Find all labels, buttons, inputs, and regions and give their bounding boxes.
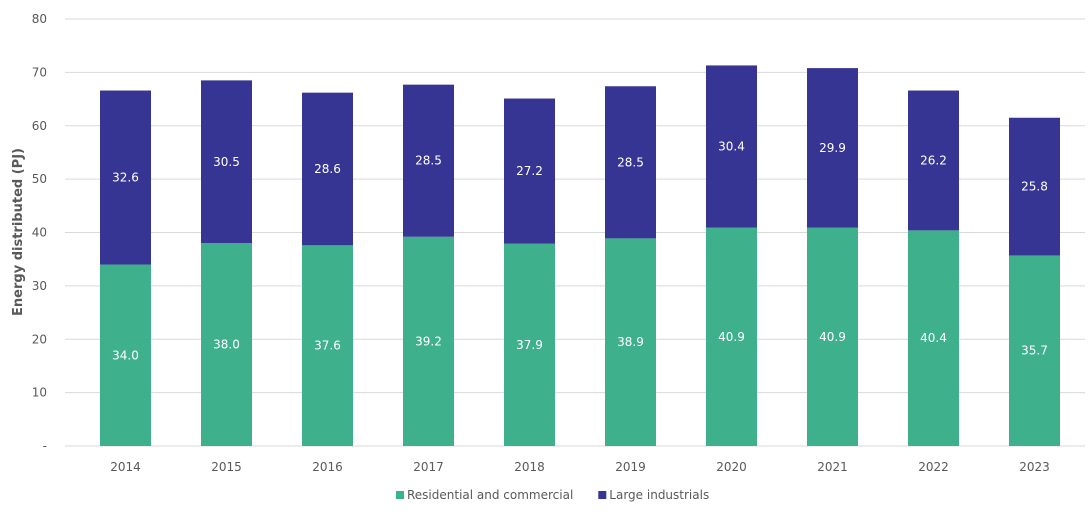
x-tick-label: 2014 [110, 460, 141, 474]
bar-segment [403, 236, 454, 446]
bar-segment [605, 238, 656, 446]
bars [100, 65, 1060, 446]
x-tick-label: 2015 [211, 460, 242, 474]
bar-segment [908, 230, 959, 446]
bar-segment [605, 86, 656, 239]
bar-segment [100, 90, 151, 265]
data-label: 28.5 [415, 154, 442, 168]
y-tick-label: 80 [32, 12, 47, 26]
data-label: 29.9 [819, 141, 846, 155]
y-axis-ticks: - 10 20 30 40 50 60 70 80 [32, 12, 47, 453]
bar-segment [807, 227, 858, 446]
bar-segment [201, 243, 252, 446]
bar-segment [302, 245, 353, 446]
bar-segment [908, 90, 959, 231]
y-tick-label: - [43, 439, 47, 453]
data-label: 37.6 [314, 339, 341, 353]
x-tick-label: 2021 [817, 460, 848, 474]
y-tick-label: 20 [32, 332, 47, 346]
y-tick-label: 50 [32, 172, 47, 186]
legend-swatch [598, 491, 607, 499]
x-tick-label: 2018 [514, 460, 545, 474]
y-tick-label: 70 [32, 65, 47, 79]
bar-segment [504, 243, 555, 446]
data-label: 26.2 [920, 153, 947, 167]
legend: Residential and commercial Large industri… [396, 488, 709, 502]
data-label: 40.4 [920, 331, 947, 345]
bar-segment [100, 264, 151, 446]
data-label: 28.6 [314, 162, 341, 176]
data-label: 28.5 [617, 155, 644, 169]
bar-segment [1009, 117, 1060, 256]
y-tick-label: 40 [32, 226, 47, 240]
data-label: 27.2 [516, 164, 543, 178]
x-tick-label: 2016 [312, 460, 343, 474]
data-label: 38.9 [617, 335, 644, 349]
data-label: 38.0 [213, 338, 240, 352]
bar-segment [1009, 255, 1060, 446]
data-label: 25.8 [1021, 180, 1048, 194]
y-axis-title: Energy distributed (PJ) [11, 148, 26, 316]
bar-segment [807, 68, 858, 228]
data-label: 39.2 [415, 334, 442, 348]
x-tick-label: 2017 [413, 460, 444, 474]
x-tick-label: 2020 [716, 460, 747, 474]
bar-segment [706, 65, 757, 228]
data-labels: 34.0 32.6 38.0 30.5 37.6 28.6 39.2 28.5 37.9 27.2… [112, 140, 1048, 363]
bar-segment [504, 98, 555, 244]
legend-label: Large industrials [609, 488, 709, 502]
x-tick-label: 2022 [918, 460, 949, 474]
data-label: 34.0 [112, 348, 139, 362]
bar-segment [706, 227, 757, 446]
y-tick-label: 10 [32, 386, 47, 400]
data-label: 35.7 [1021, 344, 1048, 358]
data-label: 40.9 [819, 330, 846, 344]
legend-label: Residential and commercial [407, 488, 573, 502]
bar-segment [403, 84, 454, 237]
legend-swatch [396, 491, 404, 499]
x-tick-label: 2023 [1019, 460, 1050, 474]
y-tick-label: 60 [32, 119, 47, 133]
data-label: 30.5 [213, 155, 240, 169]
data-label: 32.6 [112, 171, 139, 185]
y-tick-label: 30 [32, 279, 47, 293]
data-label: 30.4 [718, 140, 745, 154]
data-label: 40.9 [718, 330, 745, 344]
x-tick-label: 2019 [615, 460, 646, 474]
x-axis-ticks: 2014 2015 2016 2017 2018 2019 2020 2021 2022 2023 [110, 460, 1050, 474]
data-label: 37.9 [516, 338, 543, 352]
bar-segment [201, 80, 252, 244]
bar-segment [302, 92, 353, 246]
